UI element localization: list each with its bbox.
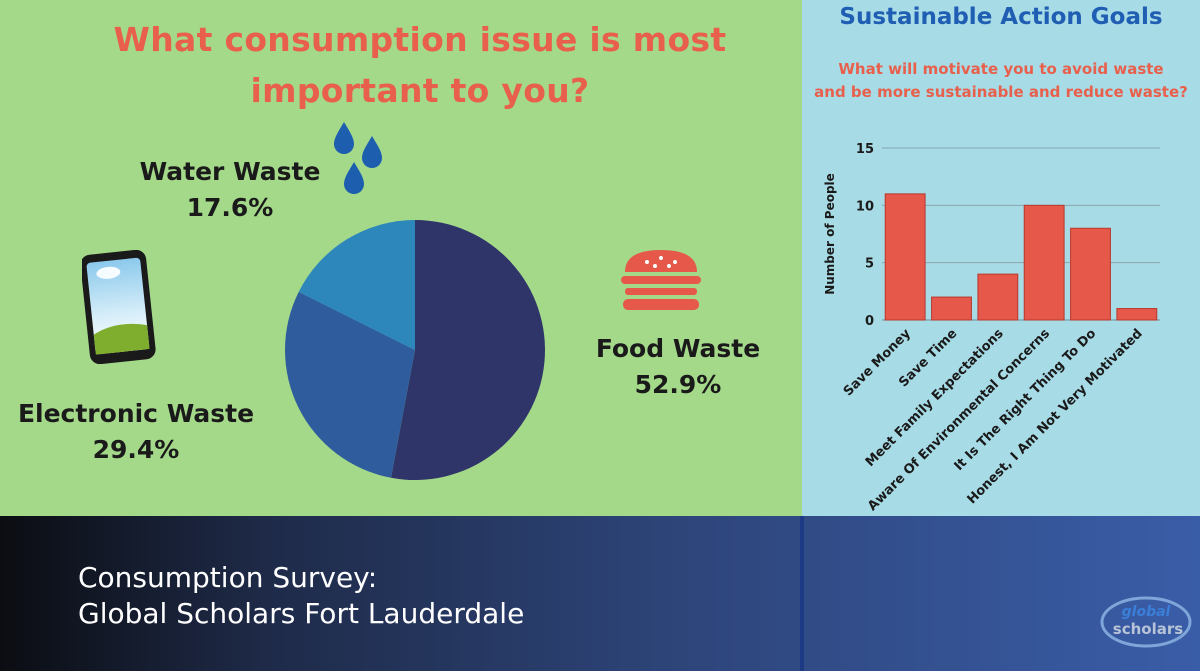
footer-band bbox=[0, 516, 1200, 671]
pie-chart-title: What consumption issue is most important… bbox=[110, 14, 730, 116]
bar-save-money bbox=[884, 193, 926, 321]
survey-title-line-1: Consumption Survey: bbox=[78, 561, 378, 594]
bar-aware-of-environmental-concerns bbox=[1023, 204, 1065, 321]
pie-label-name: Water Waste bbox=[139, 157, 321, 186]
bar-meet-family-expectations bbox=[977, 273, 1019, 321]
bar-honest-i-am-not-very-motivated bbox=[1116, 308, 1158, 321]
x-category-label: Save Money bbox=[841, 326, 914, 399]
y-tick-label: 10 bbox=[856, 199, 874, 214]
water-drops-icon bbox=[334, 122, 382, 194]
pie-label-percent: 29.4% bbox=[92, 435, 180, 464]
pie-title-line-2: important to you? bbox=[250, 71, 590, 110]
bar-chart-heading: Sustainable Action Goals bbox=[839, 4, 1163, 30]
footer-divider bbox=[800, 516, 804, 671]
pie-label-percent: 17.6% bbox=[186, 193, 274, 222]
bar-chart-question: What will motivate you to avoid waste an… bbox=[802, 58, 1200, 104]
pie-label-food-waste: Food Waste 52.9% bbox=[580, 331, 776, 403]
logo-text-top: global bbox=[1122, 604, 1171, 620]
pie-chart bbox=[285, 220, 545, 480]
bar-it-is-the-right-thing-to-do bbox=[1070, 227, 1111, 321]
x-category-label: Honest, I Am Not Very Motivated bbox=[965, 326, 1146, 507]
pie-label-percent: 52.9% bbox=[634, 370, 722, 399]
pie-slice-water-waste bbox=[298, 220, 415, 350]
pie-slice-food-waste bbox=[391, 220, 545, 480]
bar-save-time bbox=[931, 296, 972, 321]
y-tick-label: 15 bbox=[856, 142, 874, 157]
logo-text-bottom: scholars bbox=[1113, 620, 1183, 638]
y-tick-label: 5 bbox=[865, 257, 874, 272]
survey-title-line-2: Global Scholars Fort Lauderdale bbox=[78, 597, 525, 630]
pie-label-name: Electronic Waste bbox=[17, 399, 255, 428]
pie-slice-electronic-waste bbox=[285, 291, 415, 478]
survey-title: Consumption Survey: Global Scholars Fort… bbox=[78, 560, 524, 632]
y-tick-label: 0 bbox=[865, 314, 874, 329]
smartphone-icon bbox=[82, 250, 156, 364]
bar-question-line-1: What will motivate you to avoid waste bbox=[838, 60, 1164, 78]
pie-title-line-1: What consumption issue is most bbox=[113, 20, 727, 59]
pie-label-name: Food Waste bbox=[595, 334, 761, 363]
pie-label-electronic-waste: Electronic Waste 29.4% bbox=[0, 396, 272, 468]
pie-label-water-waste: Water Waste 17.6% bbox=[130, 154, 330, 226]
global-scholars-logo: global scholars bbox=[1100, 596, 1192, 648]
y-axis-label: Number of People bbox=[823, 173, 837, 295]
bar-chart-panel bbox=[802, 0, 1200, 516]
bar-question-line-2: and be more sustainable and reduce waste… bbox=[814, 83, 1188, 101]
burger-icon bbox=[621, 250, 701, 310]
